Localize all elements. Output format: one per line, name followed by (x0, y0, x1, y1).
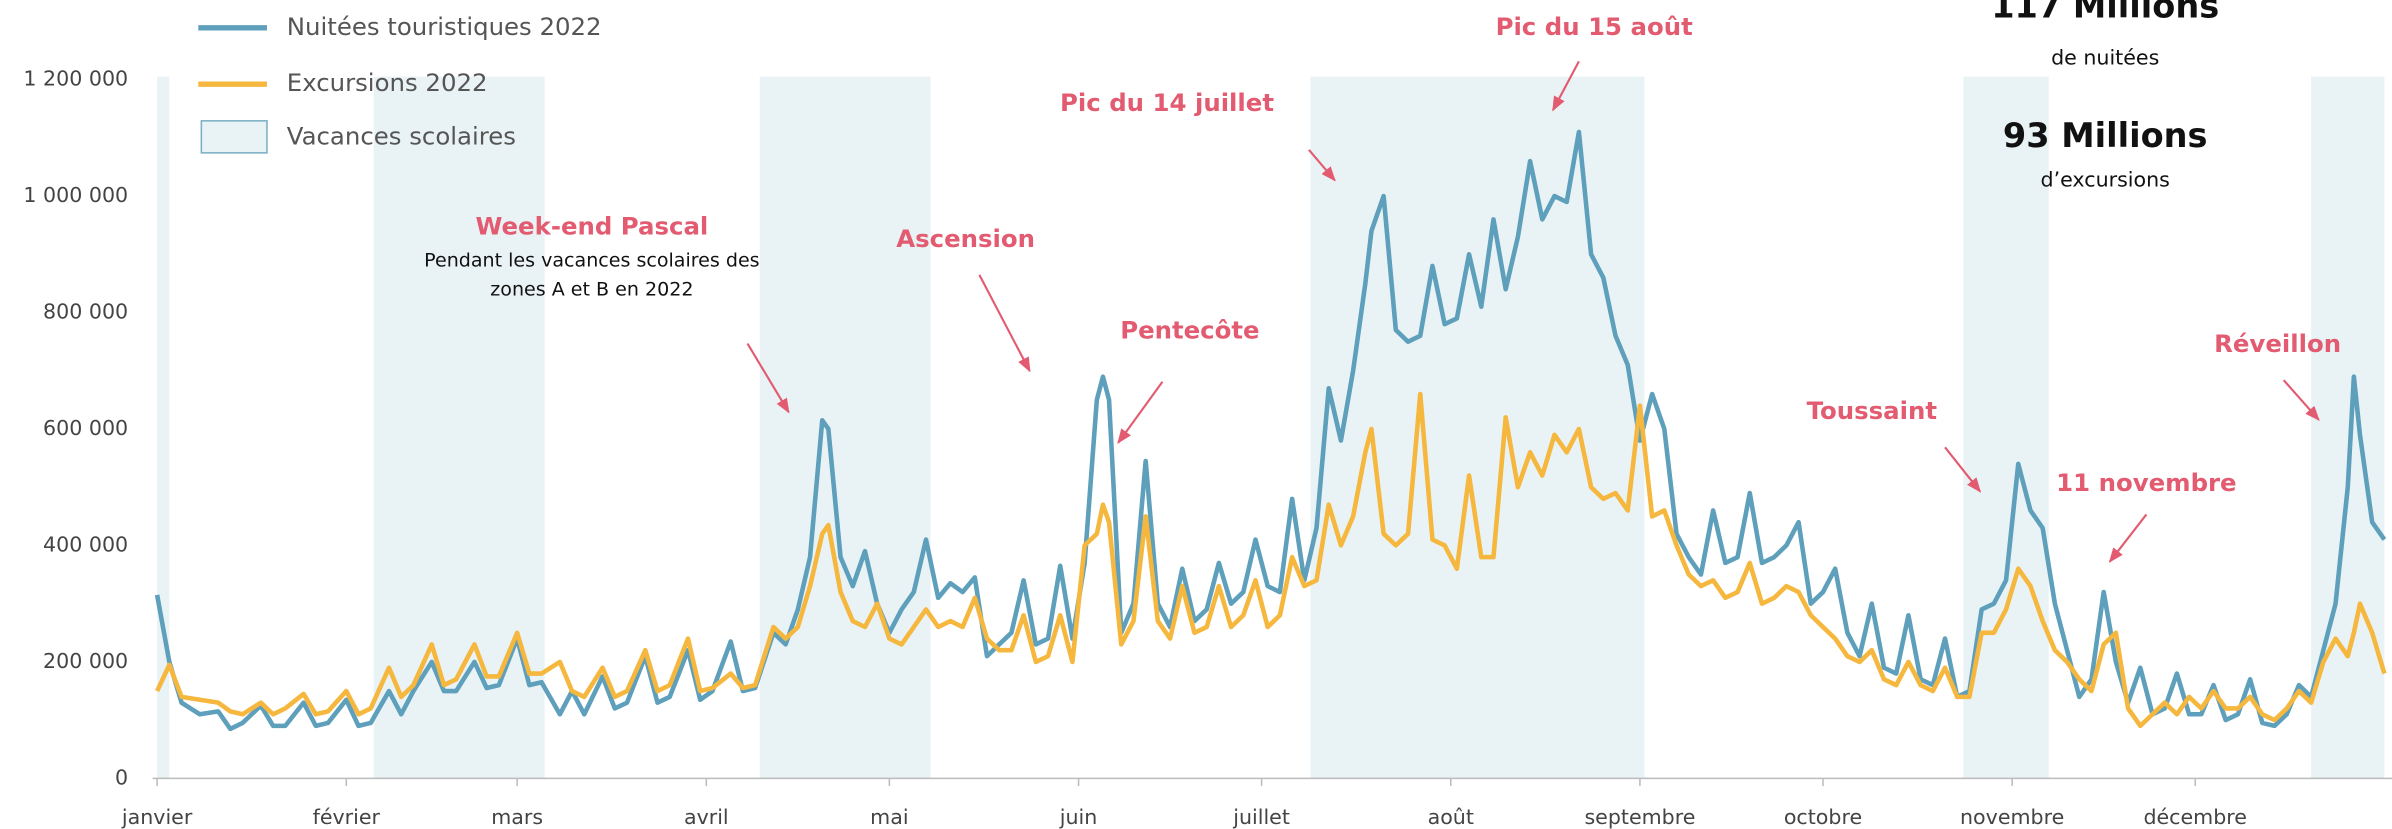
holiday-period (1310, 76, 1645, 779)
annotation-arrow (978, 274, 1031, 373)
annotation-arrow (1117, 381, 1164, 444)
legend-swatch (200, 120, 268, 154)
y-tick-label: 0 (115, 765, 128, 789)
legend-label: Excursions 2022 (287, 68, 488, 97)
annotation: Pic du 15 août (1496, 12, 1694, 41)
x-tick-label: février (313, 805, 381, 829)
x-tick-label: septembre (1584, 805, 1695, 829)
axis-layer: 0 200 000 400 000 600 000 800 000 1 000 000 1 … (23, 67, 2392, 829)
annotation-layer: Nuitées touristiques 2022 Excursions 2022… (198, 0, 2341, 563)
annotation-arrow (1308, 149, 1336, 182)
series-line (154, 129, 2387, 732)
legend-label: Vacances scolaires (287, 122, 516, 151)
x-tick-label: juin (1059, 805, 1098, 829)
x-tick-label: novembre (1960, 805, 2064, 829)
annotation: Pentecôte (1120, 315, 1259, 344)
y-tick-label: 1 000 000 (23, 183, 128, 207)
x-tick-label: juillet (1232, 805, 1290, 829)
x-tick-label: octobre (1784, 805, 1862, 829)
annotation-arrow (746, 343, 790, 414)
annotation: Ascension (896, 224, 1035, 253)
y-tick-label: 800 000 (43, 300, 128, 324)
x-tick-label: mars (491, 805, 543, 829)
y-tick-label: 400 000 (43, 532, 128, 556)
y-tick-label: 200 000 (43, 649, 128, 673)
x-tick-label: avril (684, 805, 729, 829)
x-tick-label: mai (870, 805, 908, 829)
annotation-arrow (2108, 513, 2148, 563)
x-tick-label: janvier (121, 805, 193, 829)
y-tick-label: 600 000 (43, 416, 128, 440)
stat-value: 93 Millions (2003, 116, 2208, 155)
annotation: Toussaint (1807, 396, 1938, 425)
holiday-layer (157, 76, 2385, 779)
annotation-arrow (2282, 379, 2320, 421)
x-tick-label: décembre (2143, 805, 2246, 829)
annotation-arrow (1552, 60, 1580, 112)
stat-label: d’excursions (2041, 167, 2170, 191)
annotation-note: Pendant les vacances scolaires des (424, 250, 759, 272)
y-tick-label: 1 200 000 (23, 67, 128, 91)
x-tick-label: août (1428, 805, 1474, 829)
stat-label: de nuitées (2051, 45, 2159, 69)
annotation-note: zones A et B en 2022 (490, 279, 693, 301)
holiday-period (759, 76, 931, 779)
series-line (155, 391, 2387, 729)
line-layer (154, 129, 2387, 732)
holiday-period (373, 76, 545, 779)
annotation: Week-end Pascal (475, 212, 708, 241)
annotation: Réveillon (2214, 329, 2341, 358)
legend-label: Nuitées touristiques 2022 (287, 12, 602, 41)
stat-value: 117 Millions (1991, 0, 2219, 25)
annotation: 11 novembre (2056, 468, 2236, 497)
annotation-arrow (1944, 446, 1982, 493)
annotation: Pic du 14 juillet (1060, 88, 1274, 117)
